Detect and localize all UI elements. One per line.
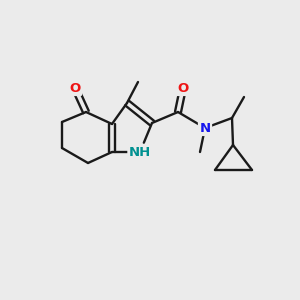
Text: N: N xyxy=(200,122,211,134)
Text: O: O xyxy=(69,82,81,94)
Text: NH: NH xyxy=(129,146,151,158)
Text: O: O xyxy=(177,82,189,94)
